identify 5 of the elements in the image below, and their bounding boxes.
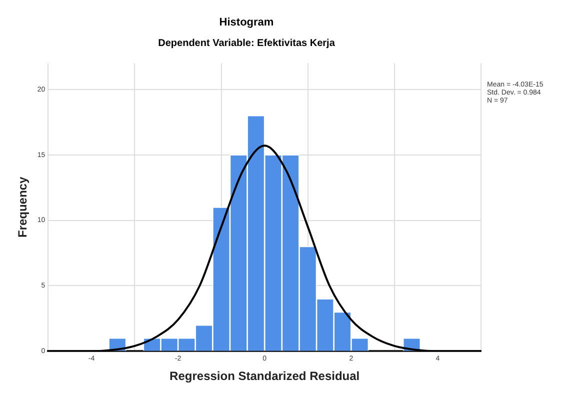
y-axis-title: Frequency — [16, 176, 30, 238]
chart-title: Histogram — [219, 16, 274, 29]
x-axis-title: Regression Standarized Residual — [170, 369, 360, 384]
chart-subtitle: Dependent Variable: Efektivitas Kerja — [158, 38, 336, 49]
line-series — [48, 144, 481, 352]
